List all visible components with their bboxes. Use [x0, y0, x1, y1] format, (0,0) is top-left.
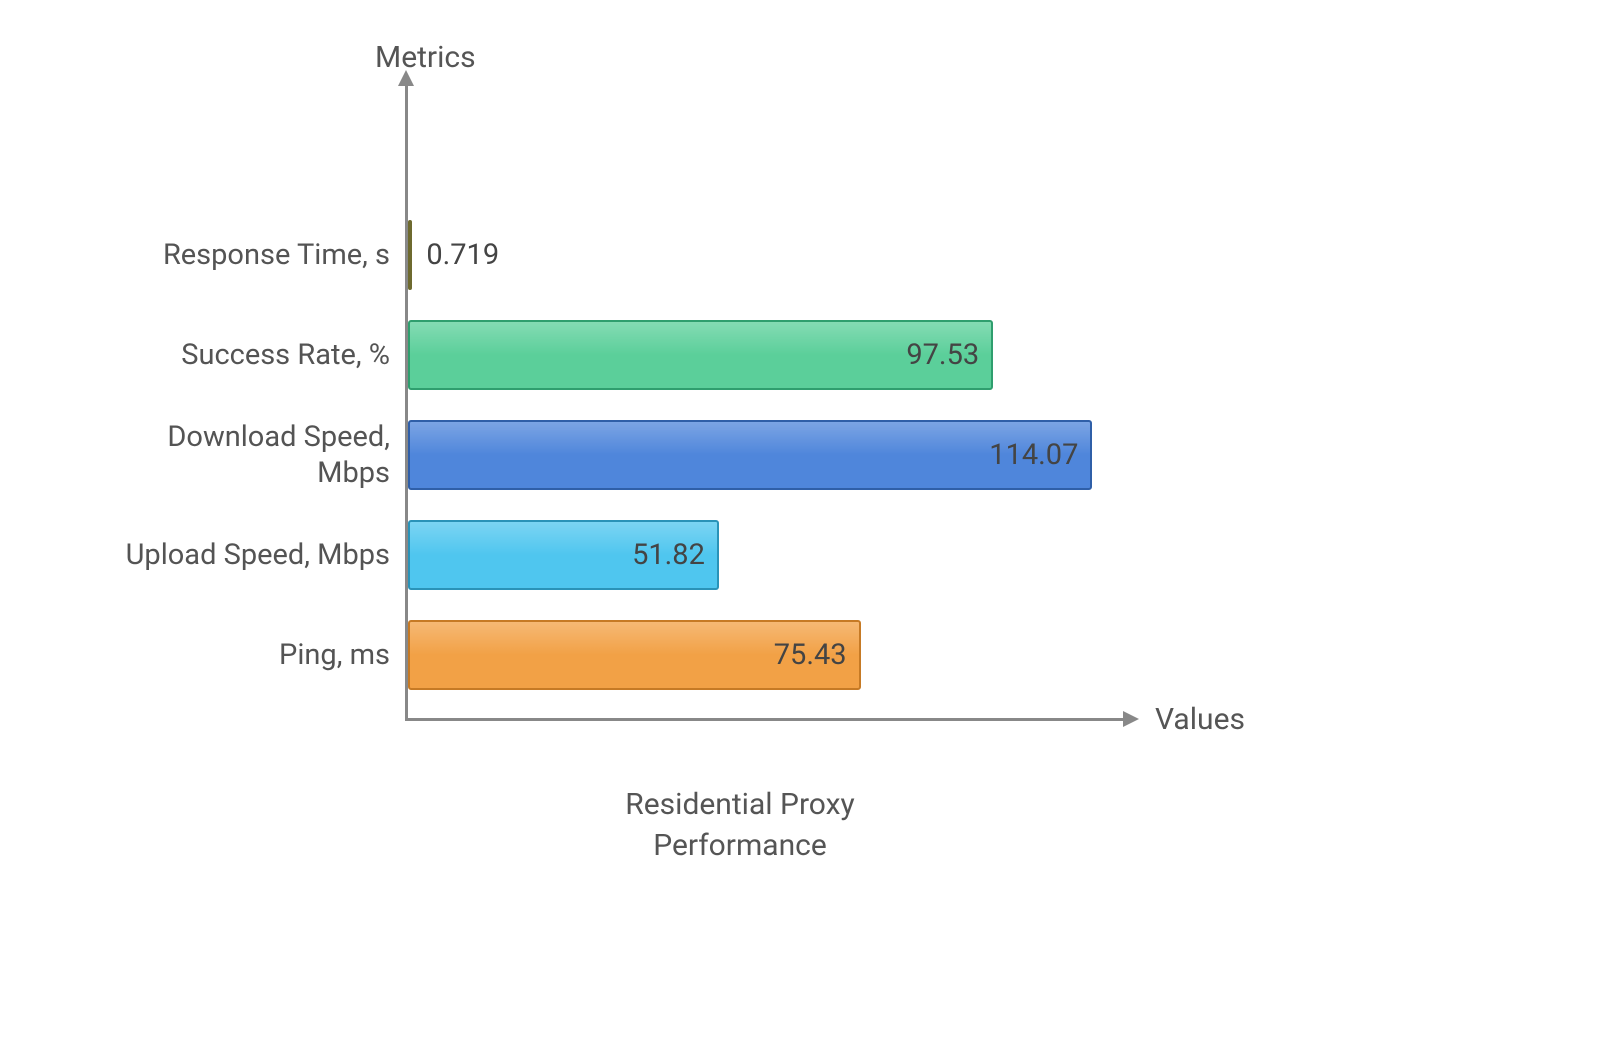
proxy-performance-chart: Metrics Response Time, s0.719Success Rat…: [0, 0, 1600, 1050]
bar-row: Download Speed, Mbps114.07: [408, 420, 1098, 490]
bar-row: Success Rate, %97.53: [408, 320, 1098, 390]
plot-area: Response Time, s0.719 Success Rate, %97.5…: [405, 120, 1135, 720]
caption-line-2: Performance: [653, 828, 827, 863]
bar-row: Upload Speed, Mbps51.82: [408, 520, 1098, 590]
y-axis-title: Metrics: [375, 40, 476, 75]
bar-row: Ping, ms75.43: [408, 620, 1098, 690]
bar-value: 114.07: [989, 438, 1078, 472]
bar-label: Response Time, s: [110, 237, 390, 273]
bar-value: 0.719: [426, 238, 499, 272]
bar-label: Ping, ms: [110, 637, 390, 673]
caption-line-1: Residential Proxy: [625, 787, 854, 822]
bar: [408, 220, 412, 290]
bar-label: Download Speed, Mbps: [110, 419, 390, 492]
y-axis-arrow-icon: [398, 70, 414, 86]
chart-caption: Residential Proxy Performance: [590, 785, 890, 866]
bar-value: 75.43: [774, 638, 847, 672]
bar-label: Upload Speed, Mbps: [110, 537, 390, 573]
bar-value: 51.82: [632, 538, 705, 572]
x-axis-line: [405, 718, 1125, 721]
bar-row: Response Time, s0.719: [408, 220, 1098, 290]
bar-label: Success Rate, %: [110, 337, 390, 373]
x-axis-title: Values: [1155, 702, 1245, 737]
bar-value: 97.53: [906, 338, 979, 372]
x-axis-arrow-icon: [1123, 711, 1139, 727]
